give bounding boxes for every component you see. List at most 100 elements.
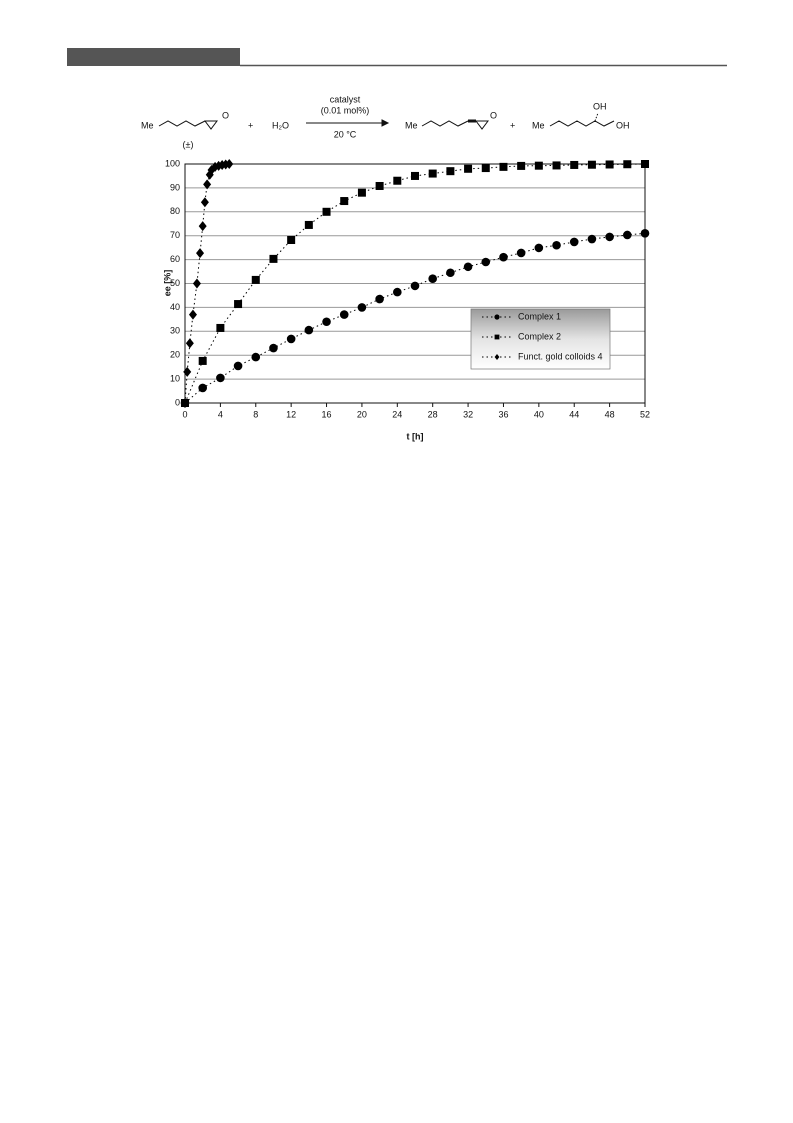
epoxide-ring [204, 120, 218, 130]
marker [251, 275, 260, 284]
x-tick-label: 32 [463, 409, 473, 419]
marker [287, 236, 296, 245]
x-axis-title: t [h] [407, 431, 424, 441]
arrow-head [381, 119, 390, 127]
marker [481, 164, 490, 173]
scheme-text: (±) [183, 139, 194, 149]
scheme-text: Me [141, 120, 154, 130]
marker [446, 167, 455, 176]
x-tick-label: 40 [534, 409, 544, 419]
scheme-text: H₂O [272, 120, 289, 130]
marker [269, 254, 278, 263]
y-tick-label: 90 [170, 182, 180, 192]
marker [225, 159, 234, 169]
x-tick-label: 28 [428, 409, 438, 419]
y-tick-label: 40 [170, 302, 180, 312]
marker [304, 325, 314, 335]
marker [269, 343, 278, 353]
bond [421, 120, 469, 127]
marker [185, 338, 194, 349]
marker [304, 220, 313, 229]
marker [192, 278, 201, 289]
epoxide-ring [475, 120, 489, 130]
marker [251, 352, 261, 362]
marker [357, 303, 367, 312]
scheme-text: OH [616, 120, 630, 130]
x-tick-label: 16 [322, 409, 332, 419]
marker [286, 334, 296, 344]
x-tick-label: 48 [605, 409, 615, 419]
x-tick-label: 20 [357, 409, 367, 419]
marker [322, 317, 331, 327]
marker [641, 160, 649, 168]
marker [411, 171, 419, 180]
hash-bond [594, 112, 599, 122]
marker [446, 268, 455, 278]
y-tick-label: 0 [175, 397, 180, 407]
marker [623, 230, 632, 240]
scheme-text: catalyst [330, 94, 361, 104]
y-tick-label: 100 [165, 158, 180, 168]
marker [534, 243, 544, 253]
marker [428, 169, 437, 178]
series-line [184, 232, 646, 404]
marker [216, 323, 225, 332]
x-tick-label: 4 [218, 409, 223, 419]
reaction-scheme [158, 112, 615, 130]
y-axis-title: ee [%] [162, 270, 172, 297]
marker [534, 161, 543, 170]
scheme-text: Me [405, 120, 418, 130]
x-tick-label: 0 [182, 409, 187, 419]
marker [181, 398, 189, 408]
legend-box [470, 308, 611, 370]
scheme-text: + [510, 120, 515, 130]
x-tick-label: 36 [498, 409, 508, 419]
legend-label: Complex 2 [518, 331, 561, 341]
y-tick-label: 70 [170, 230, 180, 240]
y-tick-label: 60 [170, 254, 180, 264]
scheme-text: OH [593, 101, 607, 111]
marker [587, 234, 597, 244]
y-tick-label: 10 [170, 373, 180, 383]
marker [463, 262, 473, 272]
marker [203, 179, 212, 190]
x-tick-label: 12 [286, 409, 296, 419]
scheme-text: O [222, 110, 229, 120]
marker [569, 237, 579, 247]
marker [516, 248, 526, 258]
marker [499, 162, 508, 171]
legend-marker [494, 314, 500, 320]
marker [587, 160, 596, 169]
scheme-text: + [248, 120, 253, 130]
marker [410, 281, 420, 291]
marker [340, 197, 349, 206]
scheme-text: Me [532, 120, 545, 130]
marker [339, 310, 349, 319]
legend-label: Funct. gold colloids 4 [518, 351, 603, 361]
marker [322, 207, 331, 216]
marker [464, 164, 473, 173]
scheme-text: 20 °C [334, 129, 357, 139]
bond [549, 120, 615, 127]
bond [158, 120, 206, 127]
marker [216, 373, 225, 383]
x-tick-label: 52 [640, 409, 650, 419]
marker [183, 366, 192, 377]
marker [188, 309, 197, 320]
scheme-text: O [490, 110, 497, 120]
y-tick-label: 50 [170, 278, 180, 288]
marker [640, 229, 650, 238]
marker [234, 300, 243, 309]
marker [393, 287, 402, 297]
marker [499, 252, 508, 262]
marker [198, 221, 207, 232]
plot-frame [184, 163, 646, 404]
marker [375, 181, 384, 190]
marker [198, 383, 207, 393]
marker [552, 240, 561, 250]
marker [198, 356, 207, 365]
legend-marker [494, 334, 500, 340]
marker [605, 160, 614, 169]
